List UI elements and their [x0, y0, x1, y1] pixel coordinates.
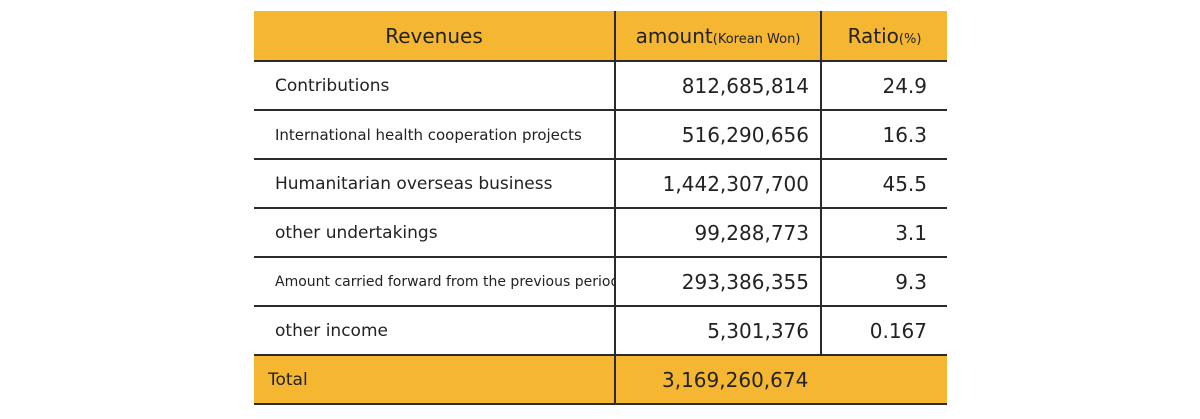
row-label: Contributions	[254, 61, 616, 111]
table-row: Humanitarian overseas business 1,442,307…	[254, 159, 947, 209]
total-label: Total	[254, 355, 616, 405]
row-ratio: 45.5	[821, 159, 947, 209]
header-amount: amount(Korean Won)	[615, 11, 822, 62]
table-row: Contributions 812,685,814 24.9	[254, 61, 947, 111]
row-label: other undertakings	[254, 208, 616, 258]
table-body: Contributions 812,685,814 24.9 Internati…	[254, 61, 947, 405]
revenues-table: Revenues amount(Korean Won) Ratio(%) Con…	[254, 11, 947, 405]
row-ratio: 16.3	[821, 110, 947, 160]
row-amount: 293,386,355	[615, 257, 822, 307]
row-ratio: 9.3	[821, 257, 947, 307]
header-amount-label: amount	[635, 23, 713, 48]
total-row: Total 3,169,260,674	[254, 355, 947, 405]
table-row: Amount carried forward from the previous…	[254, 257, 947, 307]
row-amount: 99,288,773	[615, 208, 822, 258]
row-amount: 1,442,307,700	[615, 159, 822, 209]
header-row: Revenues amount(Korean Won) Ratio(%)	[254, 11, 947, 62]
row-amount: 812,685,814	[615, 61, 822, 111]
row-amount: 5,301,376	[615, 306, 822, 356]
row-label: Amount carried forward from the previous…	[254, 257, 616, 307]
header-revenues-label: Revenues	[385, 23, 483, 48]
header-ratio-label: Ratio	[847, 23, 899, 48]
row-amount: 516,290,656	[615, 110, 822, 160]
table-header: Revenues amount(Korean Won) Ratio(%)	[254, 11, 947, 62]
header-ratio-unit: (%)	[898, 31, 922, 47]
row-ratio: 24.9	[821, 61, 947, 111]
table-row: International health cooperation project…	[254, 110, 947, 160]
row-label: other income	[254, 306, 616, 356]
header-revenues: Revenues	[254, 11, 616, 62]
row-label: International health cooperation project…	[254, 110, 616, 160]
header-amount-unit: (Korean Won)	[712, 31, 801, 47]
revenues-table-container: Revenues amount(Korean Won) Ratio(%) Con…	[254, 11, 947, 405]
row-ratio: 3.1	[821, 208, 947, 258]
row-ratio: 0.167	[821, 306, 947, 356]
total-amount: 3,169,260,674	[615, 355, 947, 405]
header-ratio: Ratio(%)	[821, 11, 947, 62]
table-row: other income 5,301,376 0.167	[254, 306, 947, 356]
row-label: Humanitarian overseas business	[254, 159, 616, 209]
table-row: other undertakings 99,288,773 3.1	[254, 208, 947, 258]
